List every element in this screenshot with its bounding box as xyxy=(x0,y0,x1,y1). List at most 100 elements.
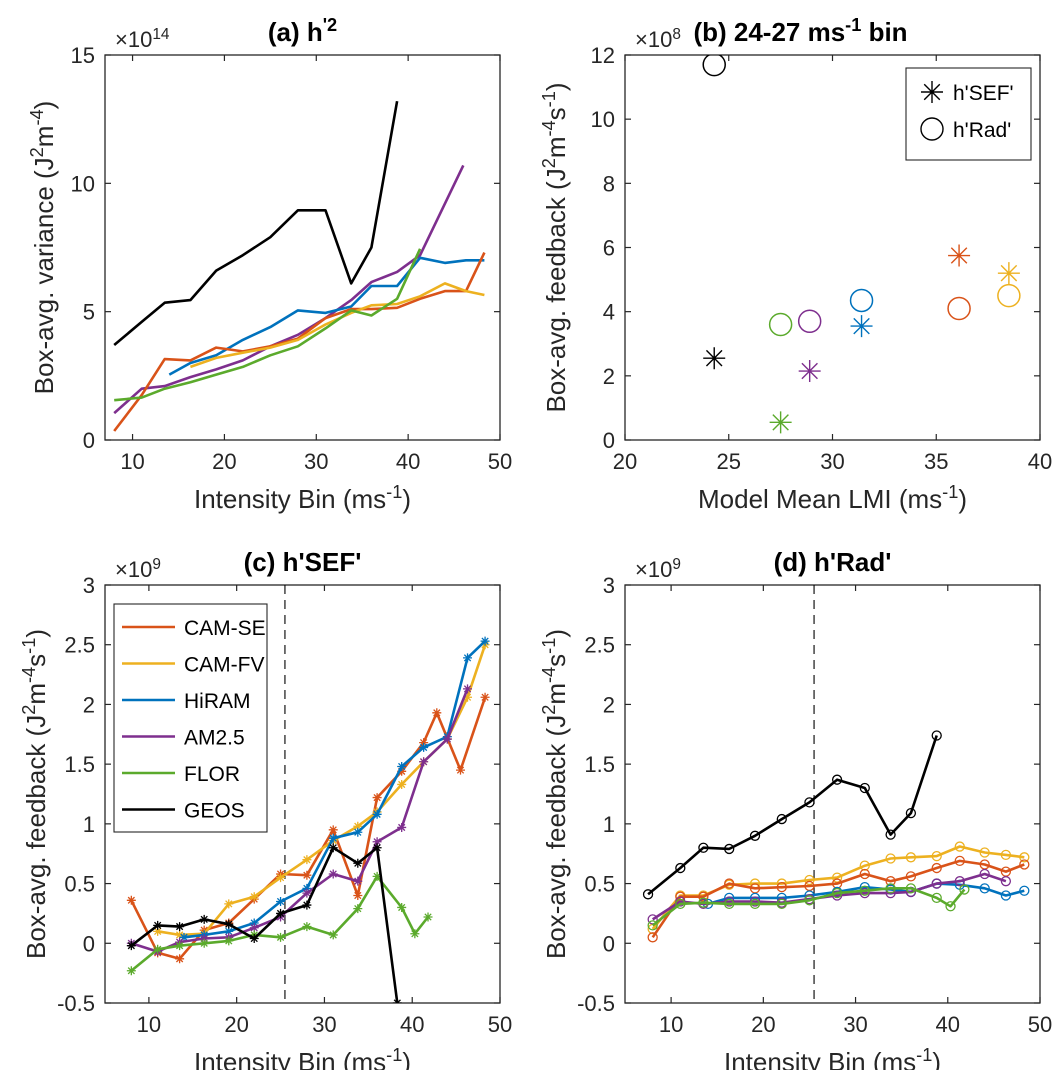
y-tick-label: 2.5 xyxy=(584,633,615,658)
data-point xyxy=(328,930,338,940)
y-axis-label: Box-avg. feedback (J2m-4s-1) xyxy=(19,629,51,959)
data-point xyxy=(276,873,286,883)
plot-area xyxy=(113,100,486,432)
plot-area xyxy=(642,585,1030,1003)
legend-box xyxy=(905,67,1032,161)
data-point xyxy=(199,938,209,948)
data-point xyxy=(931,878,942,889)
ylabel-part: -4 xyxy=(539,120,559,136)
data-point xyxy=(224,899,234,909)
data-point xyxy=(328,825,338,835)
data-point xyxy=(372,871,382,881)
data-point xyxy=(456,765,465,775)
data-point xyxy=(419,757,429,767)
data-point xyxy=(353,876,363,886)
x-tick-label: 50 xyxy=(488,449,512,474)
panel-title: (b) 24-27 ms-1 bin xyxy=(693,15,907,47)
xlabel-main: Intensity Bin (ms xyxy=(724,1047,916,1070)
ylabel-part: s xyxy=(541,107,571,120)
x-axis-label: Intensity Bin (ms-1) xyxy=(194,482,411,514)
legend: h'SEF' h'Rad' xyxy=(905,67,1032,161)
data-point xyxy=(831,872,843,883)
ylabel-part: ) xyxy=(541,82,571,91)
data-point xyxy=(302,883,312,893)
data-point xyxy=(905,883,917,894)
title-main: (a) h xyxy=(268,17,323,47)
data-point xyxy=(276,896,286,906)
panel-a: 10 20 30 40 50 0 5 10 15 ×1014 (a) h'2 Intensity Bi… xyxy=(27,15,512,514)
y-tick-label: 10 xyxy=(591,107,615,132)
ylabel-part: Box-avg. feedback (J xyxy=(541,715,571,959)
data-point xyxy=(353,904,363,914)
legend-star-marker xyxy=(921,81,943,103)
title-main: (c) h'SEF' xyxy=(244,547,362,577)
data-point xyxy=(698,891,709,902)
data-point xyxy=(954,855,965,867)
ylabel-part: 2 xyxy=(539,705,559,715)
x-tick-label: 20 xyxy=(613,449,637,474)
y-tick-label: 3 xyxy=(603,573,615,598)
axis-exponent: ×109 xyxy=(115,556,161,583)
y-tick-label: 2 xyxy=(603,692,615,717)
series-geos xyxy=(642,730,942,900)
data-point xyxy=(954,841,965,852)
xlabel-end: ) xyxy=(402,484,411,514)
data-point xyxy=(276,932,286,942)
y-tick-label: 0 xyxy=(83,931,95,956)
title-main: (d) h'Rad' xyxy=(774,547,892,577)
exponent-power: 9 xyxy=(152,556,161,573)
point-rad-cam-fv xyxy=(997,283,1021,308)
data-point xyxy=(224,919,234,929)
data-point xyxy=(1019,885,1030,896)
xlabel-main: Intensity Bin (ms xyxy=(194,484,386,514)
ylabel-part: -4 xyxy=(19,667,39,683)
data-point xyxy=(463,692,473,702)
x-tick-label: 40 xyxy=(396,449,420,474)
y-tick-label: -0.5 xyxy=(577,991,615,1016)
data-point xyxy=(905,807,917,819)
data-point xyxy=(153,926,163,936)
xlabel-end: ) xyxy=(402,1047,411,1070)
data-point xyxy=(931,850,942,862)
x-tick-label: 20 xyxy=(751,1012,775,1037)
legend-label: h'Rad' xyxy=(953,119,1011,142)
data-point xyxy=(126,895,136,905)
title-superscript: '2 xyxy=(323,15,337,35)
data-point xyxy=(804,895,815,906)
data-point xyxy=(647,920,658,931)
data-point xyxy=(905,871,917,882)
legend-label: AM2.5 xyxy=(184,727,245,750)
y-tick-label: 0 xyxy=(603,428,615,453)
series-line-am2.5 xyxy=(113,164,465,415)
data-point xyxy=(153,920,163,930)
data-point xyxy=(372,837,382,847)
ylabel-part: -4 xyxy=(27,109,47,125)
point-rad-geos xyxy=(702,55,726,77)
data-point xyxy=(931,862,942,874)
axis-exponent: ×108 xyxy=(635,26,681,53)
x-tick-label: 25 xyxy=(717,449,741,474)
ylabel-part: ) xyxy=(29,101,59,110)
data-point xyxy=(859,885,870,896)
data-point xyxy=(859,782,870,794)
exponent-base: ×10 xyxy=(115,27,152,52)
x-tick-label: 35 xyxy=(924,449,948,474)
point-rad-flor xyxy=(768,312,793,337)
y-tick-label: 5 xyxy=(83,300,95,325)
data-point xyxy=(328,843,338,853)
legend-label: HiRAM xyxy=(184,690,251,713)
x-tick-label: 20 xyxy=(224,1012,248,1037)
data-point xyxy=(885,829,896,840)
data-point xyxy=(1000,849,1012,861)
legend-label: CAM-SE xyxy=(184,617,266,640)
series-line-geos xyxy=(113,100,399,346)
data-point xyxy=(749,898,761,910)
x-tick-label: 50 xyxy=(1028,1012,1052,1037)
exponent-base: ×10 xyxy=(635,27,672,52)
y-tick-label: 15 xyxy=(71,43,95,68)
y-tick-label: 2 xyxy=(83,692,95,717)
y-tick-label: 0.5 xyxy=(584,872,615,897)
data-point xyxy=(397,779,407,789)
title-main: (b) 24-27 ms xyxy=(693,17,845,47)
